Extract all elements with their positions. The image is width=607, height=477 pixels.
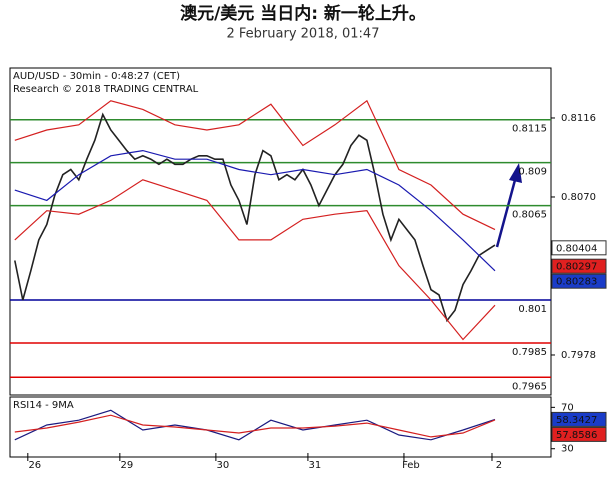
level-label: 0.801 [518,304,547,315]
level-label: 0.7965 [512,381,547,392]
y-tick-label: 0.8116 [561,113,596,124]
series-line [14,179,496,341]
rsi-panel [9,396,552,458]
price-marker-label: 0.80283 [556,277,597,288]
x-tick-label: 30 [217,460,230,471]
forecast-arrow [495,163,522,248]
price-marker [551,411,607,427]
price-marker [551,258,607,274]
level-label: 0.7985 [512,347,547,358]
series-line [14,112,496,323]
price-marker [551,426,607,442]
price-marker [551,273,607,289]
annotation: Research © 2018 TRADING CENTRAL [13,84,199,95]
level-label: 0.8115 [512,124,547,135]
chart-title: 澳元/美元 当日内: 新一轮上升。 [180,3,426,24]
price-marker-label: 57.8586 [556,430,597,441]
x-tick-label: 2 [496,460,502,471]
x-tick-label: Feb [402,460,420,471]
arrow-head [509,163,522,183]
y-tick-label: 70 [561,402,574,413]
series-line [14,414,496,438]
arrow-shaft [495,179,517,248]
price-marker-label: 0.80297 [556,262,597,273]
price-marker [551,240,607,256]
price-panel [9,67,552,396]
y-tick-label: 0.8070 [561,192,596,203]
series-line [14,99,496,231]
x-tick-label: 31 [309,460,322,471]
chart-subtitle: 2 February 2018, 01:47 [227,27,380,42]
annotation: AUD/USD - 30min - 0:48:27 (CET) [13,71,180,82]
series-line [14,149,496,272]
y-tick-label: 30 [561,444,574,455]
price-marker-label: 0.80404 [556,243,597,254]
x-tick-label: 26 [28,460,41,471]
level-label: 0.8065 [512,210,547,221]
y-tick-label: 0.7978 [561,350,596,361]
panel-title: RSI14 - 9MA [13,400,74,411]
x-tick-label: 29 [120,460,133,471]
price-marker-label: 58.3427 [556,415,597,426]
level-label: 0.809 [518,167,547,178]
